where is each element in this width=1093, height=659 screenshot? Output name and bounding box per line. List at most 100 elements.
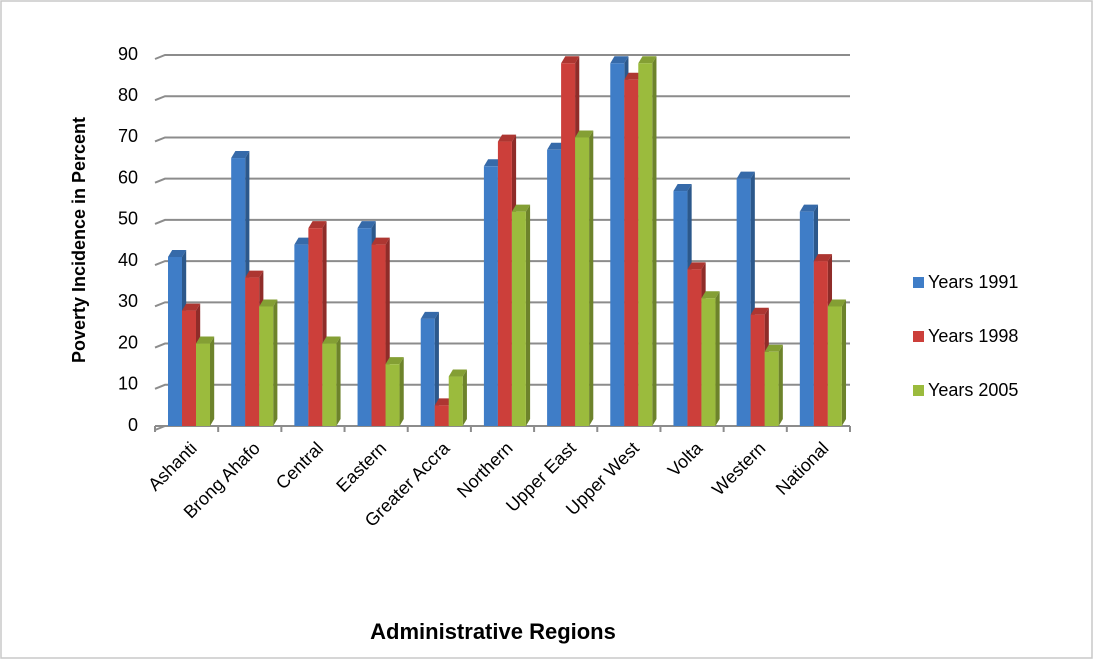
bar-top <box>231 151 250 159</box>
bar-side <box>715 291 720 426</box>
y-tick-label: 30 <box>118 291 138 311</box>
bar-top <box>420 311 439 319</box>
bar-front <box>561 63 576 426</box>
bar-front <box>168 256 182 426</box>
bar-front <box>511 211 526 426</box>
bar-front <box>799 211 814 426</box>
bar-side <box>778 344 783 426</box>
bar-top <box>497 134 517 142</box>
bar-front <box>420 318 435 426</box>
bar-top <box>638 56 657 64</box>
bar-front <box>736 178 751 426</box>
bar <box>385 357 404 426</box>
bar-front <box>624 79 639 426</box>
bar-top <box>322 336 341 344</box>
bar-top <box>547 142 566 150</box>
bar-front <box>385 364 400 426</box>
bar-front <box>483 166 498 427</box>
bar-front <box>764 351 779 426</box>
bar-side <box>462 369 467 426</box>
bar <box>575 130 594 426</box>
bar-side <box>525 204 531 426</box>
bar-top <box>561 56 580 64</box>
bar-front <box>357 228 372 426</box>
bar-front <box>687 269 702 426</box>
y-tick-label: 50 <box>118 209 138 229</box>
bar-top <box>371 237 390 245</box>
bar-top <box>245 270 264 278</box>
grid-line <box>154 54 850 60</box>
bar <box>827 299 847 426</box>
bar-front <box>497 141 512 427</box>
legend-label: Years 2005 <box>928 380 1018 400</box>
bar-top <box>799 204 819 212</box>
y-tick-label: 80 <box>118 85 138 105</box>
bar-front <box>750 314 765 426</box>
bar-front <box>547 149 562 427</box>
y-axis-title: Poverty Incidence in Percent <box>69 117 89 363</box>
bar <box>259 299 278 426</box>
x-axis-title: Administrative Regions <box>370 619 616 644</box>
bar-top <box>575 130 594 138</box>
bar <box>764 344 783 426</box>
bar-front <box>638 63 653 426</box>
bar-top <box>736 171 755 179</box>
legend-swatch <box>913 385 924 396</box>
bar-front <box>701 298 716 426</box>
bar-side <box>589 130 594 426</box>
bar-front <box>434 405 449 426</box>
y-tick-label: 10 <box>118 374 138 394</box>
bar-front <box>308 228 323 426</box>
bar-front <box>231 158 246 427</box>
bar-side <box>652 56 657 426</box>
bar <box>322 336 341 426</box>
bar-top <box>196 336 215 344</box>
bar-top <box>813 254 833 262</box>
bar-front <box>196 343 210 426</box>
bar-front <box>827 306 842 426</box>
bar <box>701 291 720 426</box>
y-tick-label: 90 <box>118 44 138 64</box>
bar-front <box>673 191 688 426</box>
bar-top <box>294 237 313 245</box>
bar-top <box>448 369 467 377</box>
bar-front <box>610 63 625 426</box>
bar-top <box>624 72 643 80</box>
bar-top <box>764 344 783 352</box>
y-tick-label: 40 <box>118 250 138 270</box>
bar <box>448 369 467 426</box>
y-tick-label: 60 <box>118 167 138 187</box>
legend-label: Years 1991 <box>928 272 1018 292</box>
bar-top <box>687 262 706 270</box>
bar-front <box>245 277 260 426</box>
y-tick-label: 20 <box>118 332 138 352</box>
bar-front <box>322 343 337 426</box>
bar-top <box>701 291 720 299</box>
y-tick-label: 70 <box>118 126 138 146</box>
bar-top <box>182 303 201 311</box>
bar-front <box>448 376 463 426</box>
bar-front <box>259 306 274 426</box>
bar-top <box>308 221 327 229</box>
bar-top <box>511 204 531 212</box>
bar-top <box>827 299 847 307</box>
bar-top <box>434 398 453 406</box>
bar <box>420 311 439 426</box>
bar-top <box>385 357 404 365</box>
bar-top <box>357 221 376 229</box>
legend-swatch <box>913 331 924 342</box>
bar-top <box>168 249 187 257</box>
bar-top <box>610 56 629 64</box>
bar-front <box>575 137 590 426</box>
bar-top <box>259 299 278 307</box>
bar-front <box>371 244 386 426</box>
legend-swatch <box>913 277 924 288</box>
bar-side <box>210 336 215 426</box>
bar-side <box>841 299 847 426</box>
bar-side <box>434 311 439 426</box>
bar-side <box>273 299 278 426</box>
bar <box>196 336 215 426</box>
bar-front <box>813 261 828 426</box>
bar-side <box>399 357 404 426</box>
